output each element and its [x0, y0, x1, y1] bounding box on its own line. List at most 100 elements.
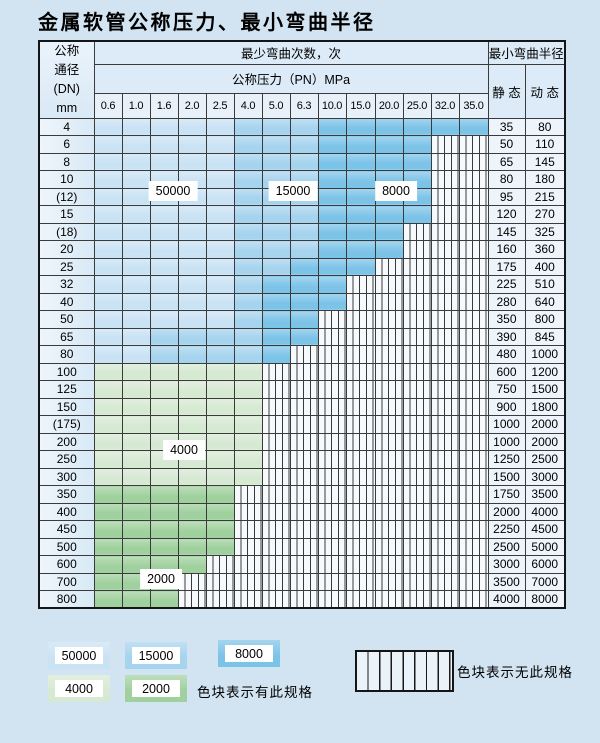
spec-cell: [374, 152, 404, 171]
no-spec-cell: [289, 450, 319, 469]
no-spec-cell: [430, 397, 460, 416]
dn-cell: (18): [38, 222, 95, 241]
spec-cell: [205, 327, 235, 346]
spec-cell: [177, 257, 207, 276]
spec-cell: [261, 117, 291, 136]
no-spec-cell: [205, 572, 235, 591]
no-spec-cell: [289, 520, 319, 539]
no-spec-cell: [374, 415, 404, 434]
spec-cell: [233, 292, 263, 311]
dynamic-radius-cell: 845: [524, 327, 566, 346]
no-spec-cell: [430, 292, 460, 311]
spec-cell: [149, 240, 179, 259]
dn-cell: 250: [38, 450, 95, 469]
dn-cell: 300: [38, 467, 95, 486]
spec-cell: [317, 257, 347, 276]
dynamic-radius-cell: 1000: [524, 345, 566, 364]
cycle-count-label: 2000: [140, 569, 182, 589]
spec-cell: [205, 397, 235, 416]
table-row: 25 175 400: [38, 257, 566, 276]
spec-cell: [121, 257, 151, 276]
spec-cell: [289, 117, 319, 136]
dynamic-radius-cell: 270: [524, 205, 566, 224]
dn-cell: 15: [38, 205, 95, 224]
spec-cell: [233, 380, 263, 399]
pressure-column-header: 32.0: [430, 92, 460, 119]
dn-cell: 200: [38, 432, 95, 451]
cycles-header: 最少弯曲次数，次: [93, 40, 489, 65]
dn-cell: 20: [38, 240, 95, 259]
spec-cell: [233, 310, 263, 329]
pressure-column-header: 35.0: [458, 92, 489, 119]
no-spec-cell: [430, 275, 460, 294]
dynamic-radius-cell: 80: [524, 117, 566, 136]
no-spec-cell: [458, 310, 489, 329]
spec-cell: [121, 327, 151, 346]
spec-cell: [149, 205, 179, 224]
spec-cell: [121, 170, 151, 189]
dynamic-radius-cell: 325: [524, 222, 566, 241]
no-spec-cell: [458, 555, 489, 574]
static-radius-cell: 480: [487, 345, 526, 364]
no-spec-cell: [289, 502, 319, 521]
no-spec-cell: [458, 415, 489, 434]
spec-cell: [374, 222, 404, 241]
legend-swatch: 15000: [125, 642, 187, 669]
spec-cell: [177, 415, 207, 434]
no-spec-cell: [430, 170, 460, 189]
no-spec-cell: [317, 485, 347, 504]
no-spec-cell: [402, 275, 432, 294]
no-spec-cell: [205, 555, 235, 574]
spec-cell: [121, 310, 151, 329]
spec-cell: [177, 240, 207, 259]
spec-cell: [233, 170, 263, 189]
no-spec-cell: [458, 240, 489, 259]
no-spec-cell: [402, 502, 432, 521]
no-spec-cell: [345, 327, 376, 346]
static-radius-cell: 1000: [487, 432, 526, 451]
spec-cell: [121, 117, 151, 136]
table-row: 15 120 270: [38, 205, 566, 224]
static-radius-cell: 145: [487, 222, 526, 241]
no-spec-cell: [261, 450, 291, 469]
spec-cell: [93, 292, 123, 311]
no-spec-cell: [345, 555, 376, 574]
no-spec-cell: [458, 345, 489, 364]
dn-header-cell: 公称 通径 (DN) mm: [38, 40, 95, 119]
spec-cell: [121, 345, 151, 364]
spec-cell: [317, 292, 347, 311]
table-row: 250 1250 2500: [38, 450, 566, 469]
spec-cell: [149, 397, 179, 416]
no-spec-cell: [345, 415, 376, 434]
no-spec-cell: [402, 520, 432, 539]
spec-cell: [93, 467, 123, 486]
no-spec-cell: [458, 205, 489, 224]
no-spec-cell: [345, 275, 376, 294]
no-spec-cell: [430, 380, 460, 399]
spec-cell: [93, 222, 123, 241]
static-radius-cell: 3000: [487, 555, 526, 574]
no-spec-cell: [402, 572, 432, 591]
no-spec-cell: [374, 520, 404, 539]
no-spec-cell: [402, 450, 432, 469]
spec-cell: [93, 397, 123, 416]
no-spec-cell: [233, 485, 263, 504]
no-spec-cell: [345, 590, 376, 609]
dn-cell: 400: [38, 502, 95, 521]
dn-header-line: (DN): [53, 81, 80, 96]
no-spec-cell: [317, 450, 347, 469]
spec-cell: [121, 222, 151, 241]
dynamic-radius-cell: 360: [524, 240, 566, 259]
no-spec-cell: [317, 520, 347, 539]
static-radius-cell: 390: [487, 327, 526, 346]
no-spec-cell: [458, 502, 489, 521]
static-header: 静 态: [487, 63, 526, 119]
spec-cell: [93, 520, 123, 539]
no-spec-cell: [374, 467, 404, 486]
legend-swatch-label: 8000: [225, 645, 273, 662]
dynamic-radius-cell: 180: [524, 170, 566, 189]
pressure-column-header: 10.0: [317, 92, 347, 119]
no-spec-cell: [374, 485, 404, 504]
spec-cell: [149, 520, 179, 539]
